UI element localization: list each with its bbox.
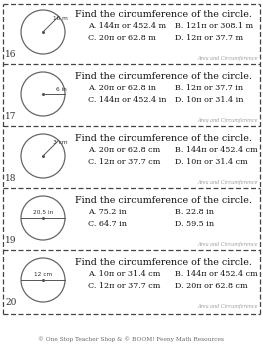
Text: B. 144π or 452.4 cm: B. 144π or 452.4 cm [175, 146, 258, 154]
Text: 20: 20 [5, 298, 16, 307]
Text: Find the circumference of the circle.: Find the circumference of the circle. [75, 196, 251, 205]
Text: B. 121π or 308.1 m: B. 121π or 308.1 m [175, 22, 253, 30]
Text: 20.5 in: 20.5 in [33, 210, 53, 215]
Text: D. 10π or 31.4 cm: D. 10π or 31.4 cm [175, 158, 248, 166]
Text: A. 144π or 452.4 m: A. 144π or 452.4 m [88, 22, 166, 30]
Text: A. 20π or 62.8 cm: A. 20π or 62.8 cm [88, 146, 160, 154]
Text: Find the circumference of the circle.: Find the circumference of the circle. [75, 10, 251, 19]
Text: 16: 16 [5, 50, 17, 59]
Text: 19: 19 [5, 236, 17, 245]
Text: A. 75.2 in: A. 75.2 in [88, 208, 127, 216]
Text: Area and Circumference: Area and Circumference [198, 304, 258, 309]
Text: C. 144π or 452.4 in: C. 144π or 452.4 in [88, 96, 166, 104]
Text: C. 12π or 37.7 cm: C. 12π or 37.7 cm [88, 282, 160, 290]
Text: 16 m: 16 m [53, 16, 67, 21]
Text: D. 20π or 62.8 cm: D. 20π or 62.8 cm [175, 282, 248, 290]
Text: Find the circumference of the circle.: Find the circumference of the circle. [75, 134, 251, 143]
Text: Area and Circumference: Area and Circumference [198, 242, 258, 247]
Text: A. 20π or 62.8 in: A. 20π or 62.8 in [88, 84, 156, 92]
Text: C. 12π or 37.7 cm: C. 12π or 37.7 cm [88, 158, 160, 166]
Text: B. 144π or 452.4 cm: B. 144π or 452.4 cm [175, 270, 258, 278]
Text: D. 59.5 in: D. 59.5 in [175, 220, 214, 228]
Text: 18: 18 [5, 174, 17, 183]
Text: Find the circumference of the circle.: Find the circumference of the circle. [75, 258, 251, 267]
Text: C. 64.7 in: C. 64.7 in [88, 220, 127, 228]
Text: 6 in: 6 in [56, 87, 67, 92]
Text: Find the circumference of the circle.: Find the circumference of the circle. [75, 72, 251, 81]
Text: B. 12π or 37.7 in: B. 12π or 37.7 in [175, 84, 243, 92]
Text: © One Stop Teacher Shop & © BOOM! Feeny Math Resources: © One Stop Teacher Shop & © BOOM! Feeny … [38, 336, 224, 342]
Text: Area and Circumference: Area and Circumference [198, 180, 258, 185]
Text: 12 cm: 12 cm [34, 272, 52, 277]
Text: D. 10π or 31.4 in: D. 10π or 31.4 in [175, 96, 244, 104]
Text: C. 20π or 62.8 m: C. 20π or 62.8 m [88, 34, 156, 42]
Text: Area and Circumference: Area and Circumference [198, 56, 258, 61]
Text: 3 cm: 3 cm [53, 140, 67, 146]
Text: D. 12π or 37.7 m: D. 12π or 37.7 m [175, 34, 243, 42]
Text: A. 10π or 31.4 cm: A. 10π or 31.4 cm [88, 270, 160, 278]
Text: 17: 17 [5, 112, 17, 121]
Text: Area and Circumference: Area and Circumference [198, 118, 258, 123]
Text: B. 22.8 in: B. 22.8 in [175, 208, 214, 216]
